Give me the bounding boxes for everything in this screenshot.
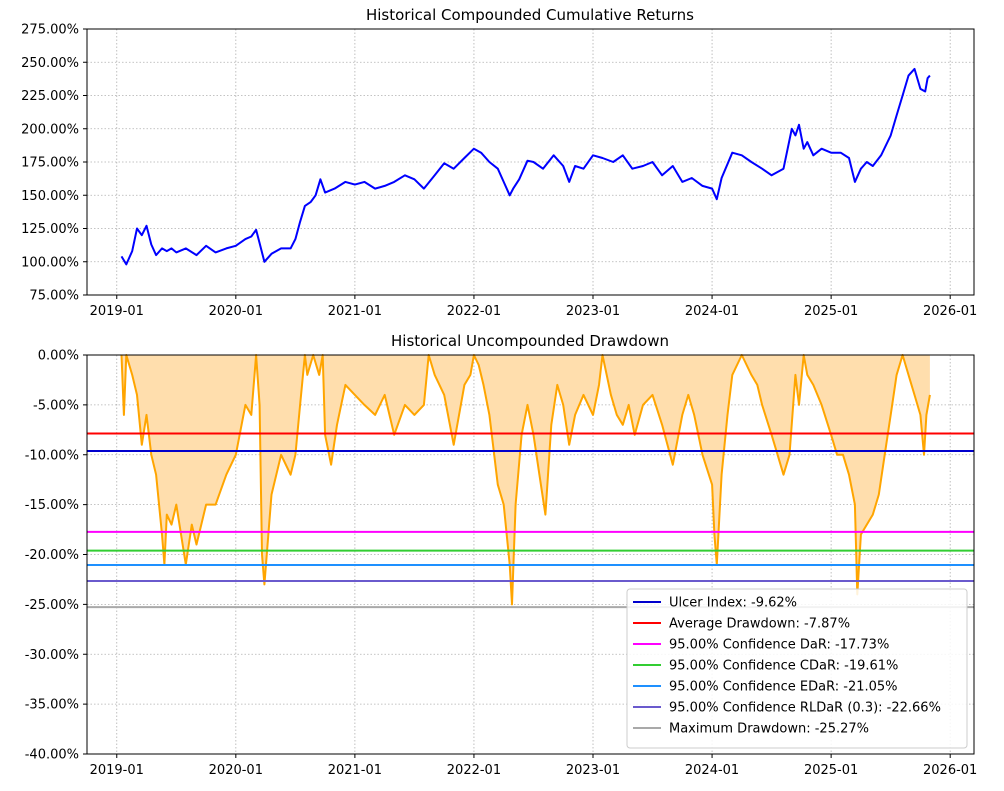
drawdown-legend: Ulcer Index: -9.62% Average Drawdown: -7.… [626, 588, 968, 749]
drawdown-chart: Historical Uncompounded Drawdown 2019-01… [25, 332, 978, 778]
x-tick-label: 2024-01 [685, 763, 739, 778]
y-tick-label: 150.00% [21, 189, 79, 204]
y-tick-label: 275.00% [21, 23, 79, 38]
drawdown-line [120, 354, 931, 606]
y-tick-label: -30.00% [25, 648, 79, 663]
y-tick-label: 125.00% [21, 222, 79, 237]
legend-box [626, 588, 968, 749]
y-tick-label: -20.00% [25, 548, 79, 563]
legend-label: 95.00% Confidence RLDaR (0.3): -22.66% [669, 701, 941, 716]
y-tick-label: -25.00% [25, 598, 79, 613]
y-tick-label: 0.00% [38, 349, 79, 364]
legend-label: 95.00% Confidence EDaR: -21.05% [669, 680, 898, 695]
legend-label: 95.00% Confidence CDaR: -19.61% [669, 659, 898, 674]
returns-series [120, 67, 931, 266]
x-tick-label: 2022-01 [447, 304, 501, 319]
y-tick-label: -5.00% [33, 398, 79, 413]
y-tick-label: 200.00% [21, 122, 79, 137]
legend-label: Ulcer Index: -9.62% [669, 596, 797, 611]
x-tick-label: 2025-01 [804, 304, 858, 319]
drawdown-series [120, 354, 931, 606]
x-tick-label: 2020-01 [209, 304, 263, 319]
chart-title-drawdown: Historical Uncompounded Drawdown [391, 332, 669, 350]
returns-x-axis: 2019-01 2020-01 2021-01 2022-01 2023-01 2024-… [90, 295, 977, 319]
y-tick-label: 175.00% [21, 156, 79, 171]
x-tick-label: 2026-01 [923, 763, 977, 778]
y-tick-label: 100.00% [21, 255, 79, 270]
x-tick-label: 2022-01 [447, 763, 501, 778]
drawdown-plot-frame [86, 354, 975, 755]
x-tick-label: 2020-01 [209, 763, 263, 778]
legend-label: 95.00% Confidence DaR: -17.73% [669, 638, 889, 653]
x-tick-label: 2024-01 [685, 304, 739, 319]
x-tick-label: 2019-01 [90, 304, 144, 319]
x-tick-label: 2025-01 [804, 763, 858, 778]
drawdown-area-fill [121, 355, 930, 605]
drawdown-y-axis: 0.00% -5.00% -10.00% -15.00% -20.00% -25.00% -… [25, 349, 87, 763]
y-tick-label: -10.00% [25, 448, 79, 463]
chart-title-returns: Historical Compounded Cumulative Returns [366, 6, 694, 24]
y-tick-label: 250.00% [21, 56, 79, 71]
legend-label: Maximum Drawdown: -25.27% [669, 722, 869, 737]
y-tick-label: 75.00% [29, 289, 79, 304]
drawdown-x-axis: 2019-01 2020-01 2021-01 2022-01 2023-01 2024-… [90, 754, 977, 778]
x-tick-label: 2019-01 [90, 763, 144, 778]
x-tick-label: 2021-01 [328, 763, 382, 778]
y-tick-label: -40.00% [25, 748, 79, 763]
cumulative-returns-chart: Historical Compounded Cumulative Returns… [21, 6, 977, 319]
x-tick-label: 2023-01 [566, 763, 620, 778]
x-tick-label: 2026-01 [923, 304, 977, 319]
returns-line [120, 67, 931, 266]
drawdown-reference-lines [87, 432, 974, 609]
legend-label: Average Drawdown: -7.87% [669, 617, 850, 632]
y-tick-label: -15.00% [25, 498, 79, 513]
x-tick-label: 2021-01 [328, 304, 382, 319]
y-tick-label: 225.00% [21, 89, 79, 104]
y-tick-label: -35.00% [25, 698, 79, 713]
returns-plot-frame [86, 28, 975, 296]
returns-y-axis: 75.00% 100.00% 125.00% 150.00% 175.00% 200.00… [21, 23, 87, 304]
x-tick-label: 2023-01 [566, 304, 620, 319]
